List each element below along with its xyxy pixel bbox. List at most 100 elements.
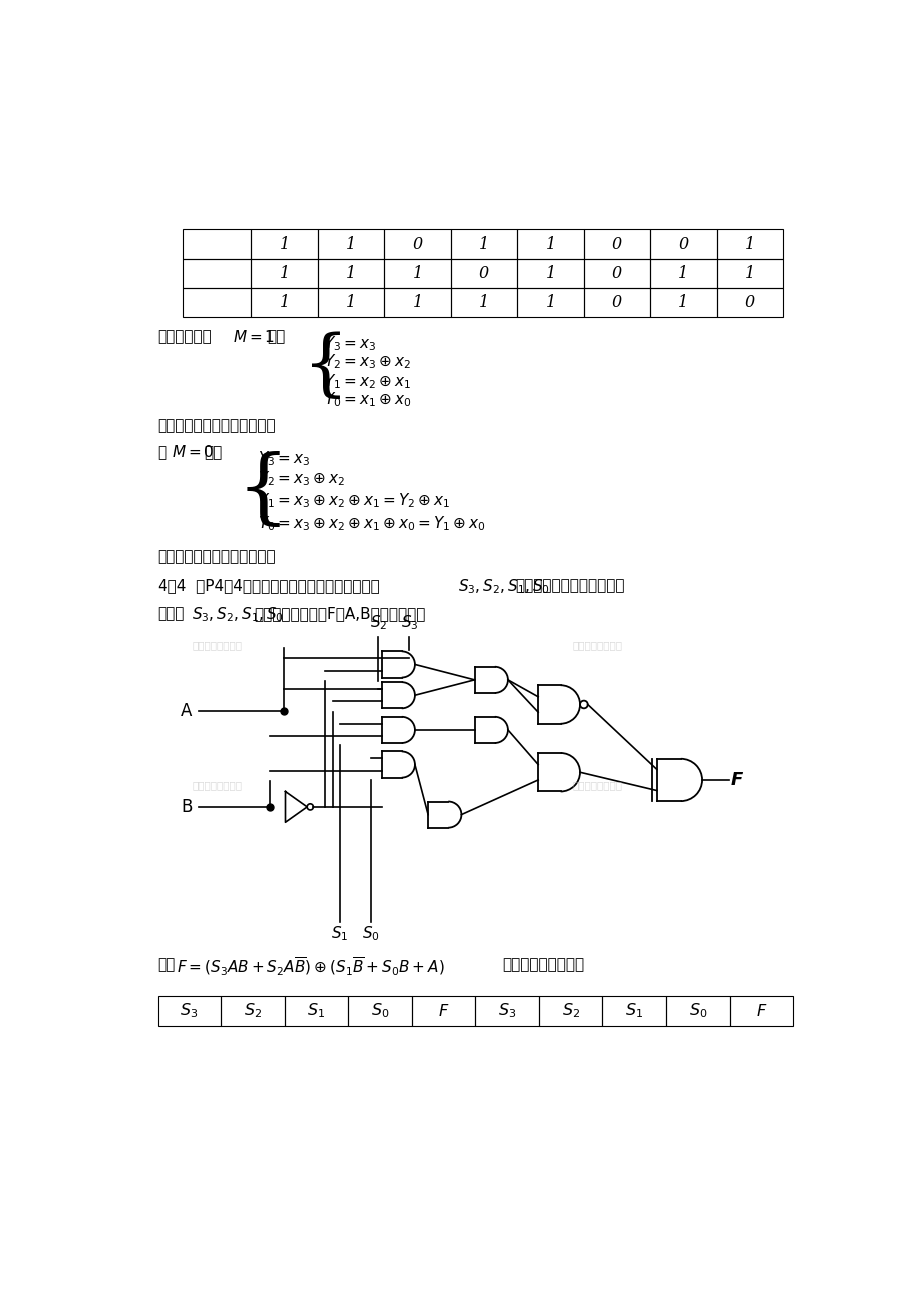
Bar xyxy=(183,229,251,259)
Text: 0: 0 xyxy=(479,264,489,281)
Bar xyxy=(317,259,384,288)
Text: 解：: 解： xyxy=(157,957,176,973)
Bar xyxy=(450,229,516,259)
Bar xyxy=(183,288,251,318)
Text: $S_3$: $S_3$ xyxy=(497,1001,516,1021)
Bar xyxy=(583,229,650,259)
Text: $Y_1 = x_3 \oplus x_2 \oplus x_1 = Y_2 \oplus x_1$: $Y_1 = x_3 \oplus x_2 \oplus x_1 = Y_2 \… xyxy=(257,491,449,510)
Text: $F$: $F$ xyxy=(754,1003,766,1019)
Text: $S_1$: $S_1$ xyxy=(307,1001,325,1021)
Text: 完成二进制至格雷码的转换。: 完成二进制至格雷码的转换。 xyxy=(157,418,276,434)
Text: 1: 1 xyxy=(545,294,555,311)
Bar xyxy=(317,229,384,259)
Text: $S_3, S_2, S_1, S_0$: $S_3, S_2, S_1, S_0$ xyxy=(192,605,284,624)
Text: $S_0$: $S_0$ xyxy=(687,1001,707,1021)
Text: 1: 1 xyxy=(677,264,687,281)
Bar xyxy=(516,288,583,318)
Text: 0: 0 xyxy=(412,236,422,253)
Text: $Y_2 = x_3 \oplus x_2$: $Y_2 = x_3 \oplus x_2$ xyxy=(323,353,411,371)
Text: A: A xyxy=(181,702,192,720)
Text: $F$: $F$ xyxy=(437,1003,448,1019)
Text: 1: 1 xyxy=(279,264,289,281)
Bar xyxy=(516,259,583,288)
Text: 0: 0 xyxy=(611,294,621,311)
Text: $S_0$: $S_0$ xyxy=(361,924,380,944)
Text: 1: 1 xyxy=(279,294,289,311)
Text: $Y_0 = x_3 \oplus x_2 \oplus x_1 \oplus x_0 = Y_1 \oplus x_0$: $Y_0 = x_3 \oplus x_2 \oplus x_1 \oplus … xyxy=(257,514,484,533)
Text: 1: 1 xyxy=(744,264,754,281)
Text: 1: 1 xyxy=(479,294,489,311)
Text: 1: 1 xyxy=(346,294,356,311)
Text: $S_2$: $S_2$ xyxy=(244,1001,262,1021)
Bar xyxy=(157,996,221,1026)
Bar xyxy=(475,996,539,1026)
Text: 0: 0 xyxy=(611,236,621,253)
Bar xyxy=(384,229,450,259)
Bar xyxy=(650,229,716,259)
Text: $Y_2 = x_3 \oplus x_2$: $Y_2 = x_3 \oplus x_2$ xyxy=(257,470,345,488)
Bar xyxy=(583,259,650,288)
Text: 高校电子科技文库: 高校电子科技文库 xyxy=(572,639,621,650)
Text: 为控制输入端。试列表说明: 为控制输入端。试列表说明 xyxy=(516,578,625,594)
Text: 1: 1 xyxy=(412,294,422,311)
Bar xyxy=(221,996,284,1026)
Text: 高校电子科技文库: 高校电子科技文库 xyxy=(192,639,243,650)
Bar xyxy=(716,259,782,288)
Text: $F = (S_3AB + S_2A\overline{B}) \oplus (S_1\overline{B} + S_0B + A)$: $F = (S_3AB + S_2A\overline{B}) \oplus (… xyxy=(176,956,444,978)
Text: 完成格雷码至二进制的转换。: 完成格雷码至二进制的转换。 xyxy=(157,549,276,564)
Text: 高校电子科技文库: 高校电子科技文库 xyxy=(192,780,243,790)
Bar xyxy=(412,996,475,1026)
Text: B: B xyxy=(181,798,192,816)
Bar xyxy=(251,259,317,288)
Text: 由此可得：当: 由此可得：当 xyxy=(157,329,212,345)
Text: 电路在: 电路在 xyxy=(157,605,185,621)
Text: 时，: 时， xyxy=(204,445,222,460)
Text: $S_1$: $S_1$ xyxy=(331,924,348,944)
Text: 1: 1 xyxy=(279,236,289,253)
Text: $Y_1 = x_2 \oplus x_1$: $Y_1 = x_2 \oplus x_1$ xyxy=(323,372,411,391)
Text: 高校电子科技文库: 高校电子科技文库 xyxy=(572,780,621,790)
Bar xyxy=(716,229,782,259)
Bar xyxy=(251,229,317,259)
Text: $S_3, S_2, S_1, S_0$: $S_3, S_2, S_1, S_0$ xyxy=(458,577,550,596)
Text: {: { xyxy=(236,452,289,531)
Text: $Y_0 = x_1 \oplus x_0$: $Y_0 = x_1 \oplus x_0$ xyxy=(323,391,411,409)
Text: 4－4  图P4－4是一个多功能逻辑运算电路，图中: 4－4 图P4－4是一个多功能逻辑运算电路，图中 xyxy=(157,578,379,594)
Text: $S_1$: $S_1$ xyxy=(625,1001,642,1021)
Text: 1: 1 xyxy=(744,236,754,253)
Text: 1: 1 xyxy=(545,236,555,253)
Text: F: F xyxy=(730,771,743,789)
Text: 1: 1 xyxy=(545,264,555,281)
Bar xyxy=(450,288,516,318)
Text: 1: 1 xyxy=(677,294,687,311)
Bar xyxy=(583,288,650,318)
Bar xyxy=(716,288,782,318)
Bar xyxy=(348,996,412,1026)
Text: 0: 0 xyxy=(677,236,687,253)
Text: $S_3$: $S_3$ xyxy=(401,613,418,631)
Bar xyxy=(384,259,450,288)
Text: $M = 0$: $M = 0$ xyxy=(171,444,214,460)
Text: $S_2$: $S_2$ xyxy=(369,613,387,631)
Bar xyxy=(665,996,729,1026)
Bar xyxy=(650,259,716,288)
Text: 1: 1 xyxy=(412,264,422,281)
Text: 1: 1 xyxy=(346,264,356,281)
Text: 1: 1 xyxy=(346,236,356,253)
Text: 0: 0 xyxy=(744,294,754,311)
Bar xyxy=(183,259,251,288)
Text: ，功能如下表所示，: ，功能如下表所示， xyxy=(502,957,584,973)
Bar xyxy=(450,259,516,288)
Text: $S_0$: $S_0$ xyxy=(370,1001,389,1021)
Text: $M = 1$: $M = 1$ xyxy=(233,328,275,345)
Text: {: { xyxy=(303,332,349,402)
Bar xyxy=(284,996,348,1026)
Text: $Y_3 = x_3$: $Y_3 = x_3$ xyxy=(323,335,376,353)
Bar xyxy=(384,288,450,318)
Text: $S_2$: $S_2$ xyxy=(561,1001,579,1021)
Bar xyxy=(516,229,583,259)
Bar xyxy=(251,288,317,318)
Bar xyxy=(539,996,602,1026)
Text: $Y_3 = x_3$: $Y_3 = x_3$ xyxy=(257,449,310,469)
Text: 当: 当 xyxy=(157,445,166,460)
